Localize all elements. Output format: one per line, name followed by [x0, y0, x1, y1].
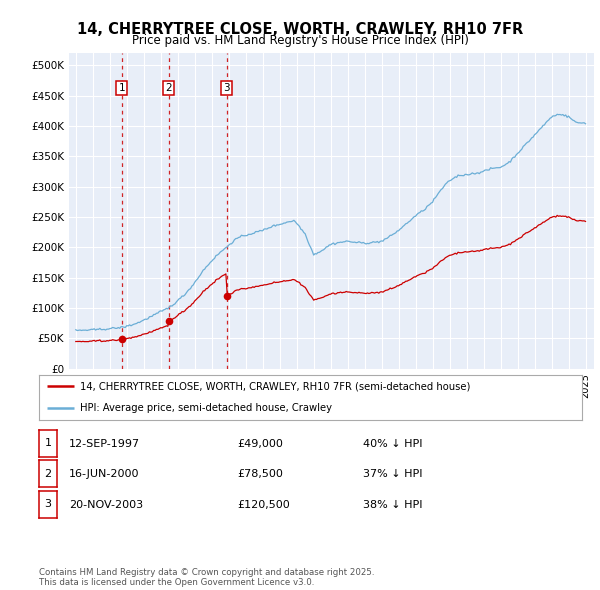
Text: 3: 3 [223, 83, 230, 93]
Text: 1: 1 [119, 83, 125, 93]
Text: 37% ↓ HPI: 37% ↓ HPI [363, 470, 422, 479]
Text: £120,500: £120,500 [237, 500, 290, 510]
Text: 40% ↓ HPI: 40% ↓ HPI [363, 439, 422, 448]
Text: 2: 2 [44, 469, 52, 478]
Text: 38% ↓ HPI: 38% ↓ HPI [363, 500, 422, 510]
Text: Price paid vs. HM Land Registry's House Price Index (HPI): Price paid vs. HM Land Registry's House … [131, 34, 469, 47]
Text: 12-SEP-1997: 12-SEP-1997 [69, 439, 140, 448]
Text: 20-NOV-2003: 20-NOV-2003 [69, 500, 143, 510]
Text: £49,000: £49,000 [237, 439, 283, 448]
Text: 1: 1 [44, 438, 52, 448]
Text: 14, CHERRYTREE CLOSE, WORTH, CRAWLEY, RH10 7FR: 14, CHERRYTREE CLOSE, WORTH, CRAWLEY, RH… [77, 22, 523, 37]
Text: 3: 3 [44, 500, 52, 509]
Text: 16-JUN-2000: 16-JUN-2000 [69, 470, 139, 479]
Text: 2: 2 [165, 83, 172, 93]
Text: HPI: Average price, semi-detached house, Crawley: HPI: Average price, semi-detached house,… [80, 404, 332, 413]
Text: £78,500: £78,500 [237, 470, 283, 479]
Text: 14, CHERRYTREE CLOSE, WORTH, CRAWLEY, RH10 7FR (semi-detached house): 14, CHERRYTREE CLOSE, WORTH, CRAWLEY, RH… [80, 382, 470, 391]
Text: Contains HM Land Registry data © Crown copyright and database right 2025.
This d: Contains HM Land Registry data © Crown c… [39, 568, 374, 587]
